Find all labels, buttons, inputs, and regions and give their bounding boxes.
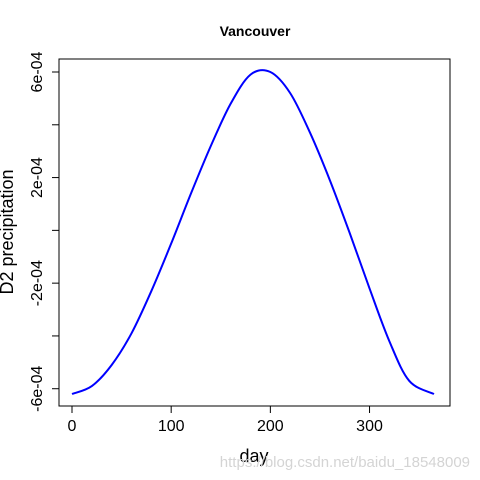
- y-tick-label: -2e-04: [29, 260, 46, 306]
- x-axis: 0 100 200 300: [68, 405, 383, 435]
- y-axis-label: D2 precipitation: [0, 169, 17, 294]
- x-tick-label: 100: [158, 418, 185, 435]
- y-tick-label: -6e-04: [29, 365, 46, 411]
- y-axis: -6e-04 -2e-04 2e-04 6e-04: [29, 51, 60, 412]
- x-tick-label: 200: [257, 418, 284, 435]
- x-tick-label: 300: [356, 418, 383, 435]
- y-tick-label: 6e-04: [29, 51, 46, 92]
- watermark: https://blog.csdn.net/baidu_18548009: [220, 454, 470, 471]
- chart-title: Vancouver: [220, 23, 291, 39]
- y-tick-label: 2e-04: [29, 157, 46, 198]
- x-axis-label: day: [239, 446, 268, 466]
- x-tick-label: 0: [68, 418, 77, 435]
- series-layer: [71, 69, 435, 395]
- plot-frame: [58, 58, 451, 407]
- series-line-0: [71, 69, 435, 395]
